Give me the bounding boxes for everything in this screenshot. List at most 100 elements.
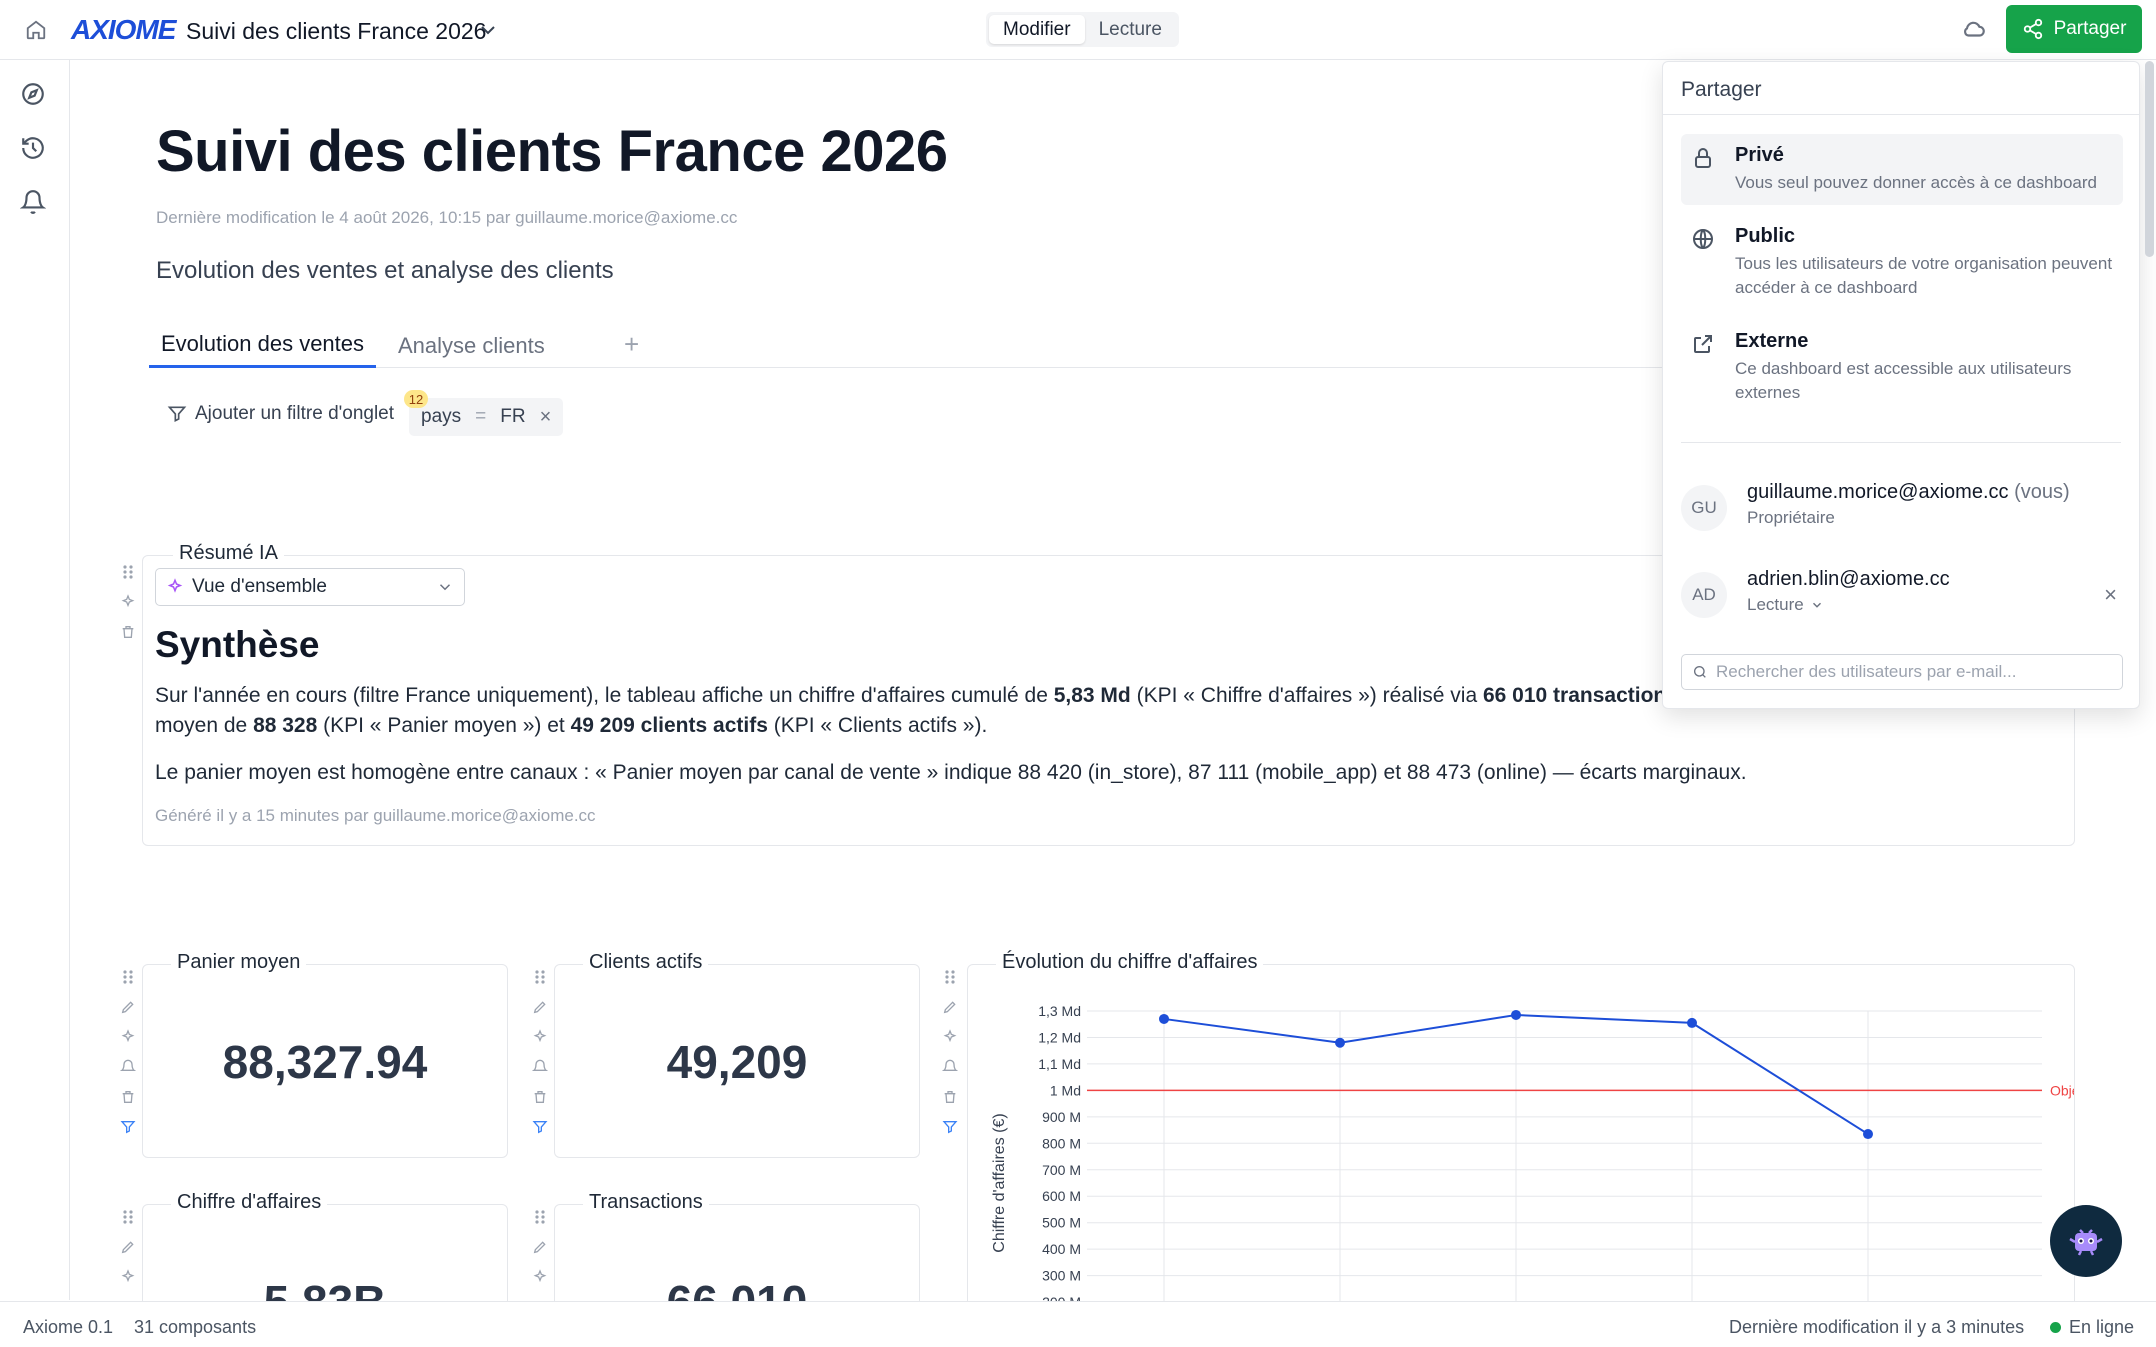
add-tab-filter-button[interactable]: Ajouter un filtre d'onglet (167, 403, 394, 425)
bell-icon[interactable] (119, 1058, 137, 1076)
visibility-option-external[interactable]: Externe Ce dashboard est accessible aux … (1681, 320, 2123, 415)
status-bar: Axiome 0.1 31 composants Dernière modifi… (0, 1301, 2156, 1347)
avatar: GU (1681, 485, 1727, 531)
compass-icon[interactable] (20, 81, 50, 111)
user-role-select[interactable]: Lecture (1747, 595, 1824, 615)
ai-summary-legend: Résumé IA (173, 542, 284, 565)
drag-handle-icon[interactable] (941, 968, 959, 986)
last-modified-status: Dernière modification il y a 3 minutes (1729, 1317, 2025, 1337)
pencil-icon[interactable] (941, 998, 959, 1016)
option-description: Ce dashboard est accessible aux utilisat… (1735, 359, 2072, 402)
chevron-down-icon[interactable] (476, 18, 500, 42)
connection-status: En ligne (2050, 1317, 2134, 1338)
trash-icon[interactable] (941, 1088, 959, 1106)
filter-chip[interactable]: pays = FR × (409, 398, 564, 436)
last-modified-text: Dernière modification le 4 août 2026, 10… (156, 208, 738, 227)
filter-chip-field: pays (421, 406, 462, 427)
add-tab-button[interactable]: + (624, 329, 640, 359)
tab-evolution-ventes[interactable]: Evolution des ventes (149, 323, 377, 368)
kpi-label: Clients actifs (583, 951, 709, 974)
chart-toolbar (936, 968, 964, 1136)
kpi-value: 88,327.94 (222, 1036, 428, 1088)
tab-analyse-clients[interactable]: Analyse clients (398, 332, 545, 358)
y-tick-label: 1,2 Md (1038, 1029, 1081, 1045)
filter-icon[interactable] (531, 1118, 549, 1136)
ai-summary-heading: Synthèse (155, 624, 320, 665)
history-icon[interactable] (20, 135, 50, 165)
pencil-icon[interactable] (119, 998, 137, 1016)
bell-icon[interactable] (20, 189, 50, 219)
data-point (1159, 1013, 1169, 1024)
visibility-option-private[interactable]: Privé Vous seul pouvez donner accès à ce… (1681, 134, 2123, 205)
chevron-down-icon (1810, 598, 1824, 612)
top-bar: AXIOME Suivi des clients France 2026 Mod… (0, 0, 2156, 60)
cloud-sync-icon[interactable] (1961, 16, 1991, 44)
filter-chip-operator: = (475, 406, 487, 427)
tab-bar: Evolution des ventes Analyse clients + (149, 323, 1739, 368)
filter-icon[interactable] (941, 1118, 959, 1136)
sparkles-icon[interactable] (119, 593, 137, 611)
pencil-icon[interactable] (119, 1238, 137, 1256)
mode-edit-button[interactable]: Modifier (989, 15, 1085, 44)
user-role: Propriétaire (1747, 508, 1835, 527)
data-point (1335, 1037, 1345, 1048)
home-icon[interactable] (22, 16, 50, 44)
kpi-value: 5.83B (143, 1275, 507, 1301)
ai-view-value: Vue d'ensemble (192, 576, 327, 597)
share-panel: Partager Privé Vous seul pouvez donner a… (1662, 61, 2140, 709)
avatar: AD (1681, 572, 1727, 618)
ai-card-toolbar (114, 563, 142, 641)
sparkles-icon[interactable] (941, 1028, 959, 1046)
y-tick-label: 300 M (1042, 1268, 1081, 1284)
objective-label: Objectif (2050, 1082, 2074, 1098)
ai-summary-paragraph-2: Le panier moyen est homogène entre canau… (155, 761, 1747, 784)
share-icon (2022, 18, 2044, 40)
remove-user-icon[interactable]: × (2104, 582, 2117, 607)
sparkles-icon[interactable] (119, 1268, 137, 1286)
pencil-icon[interactable] (531, 1238, 549, 1256)
drag-handle-icon[interactable] (531, 1208, 549, 1226)
trash-icon[interactable] (531, 1088, 549, 1106)
mode-read-button[interactable]: Lecture (1098, 18, 1162, 40)
dashboard-title-selector[interactable]: Suivi des clients France 2026 (186, 18, 487, 44)
user-search-input[interactable]: Rechercher des utilisateurs par e-mail..… (1681, 654, 2123, 690)
trash-icon[interactable] (119, 1088, 137, 1106)
sparkles-icon[interactable] (531, 1028, 549, 1046)
sparkles-icon[interactable] (119, 1028, 137, 1046)
kpi-transactions-card: Transactions 66,010 (554, 1191, 920, 1301)
assistant-bot-button[interactable] (2050, 1205, 2122, 1277)
y-tick-label: 900 M (1042, 1109, 1081, 1125)
filter-icon[interactable] (119, 1118, 137, 1136)
connection-status-label: En ligne (2069, 1317, 2135, 1337)
logo[interactable]: AXIOME (71, 14, 176, 45)
y-tick-label: 800 M (1042, 1135, 1081, 1151)
pencil-icon[interactable] (531, 998, 549, 1016)
lock-icon (1691, 146, 1717, 172)
scrollbar[interactable] (2145, 61, 2154, 257)
remove-filter-icon[interactable]: × (539, 405, 552, 428)
left-rail (0, 60, 70, 1300)
drag-handle-icon[interactable] (119, 968, 137, 986)
trash-icon[interactable] (119, 623, 137, 641)
visibility-option-public[interactable]: Public Tous les utilisateurs de votre or… (1681, 215, 2123, 310)
ai-view-select[interactable]: Vue d'ensemble (155, 568, 465, 606)
share-button[interactable]: Partager (2006, 5, 2142, 53)
option-label: Externe (1735, 330, 1809, 352)
kpi-clients-card: Clients actifs 49,209 (554, 951, 920, 1158)
bell-icon[interactable] (531, 1058, 549, 1076)
sparkles-icon (166, 578, 184, 596)
sparkles-icon[interactable] (531, 1268, 549, 1286)
revenue-chart-card: Évolution du chiffre d'affaires 0100 M20… (967, 951, 2075, 1301)
y-tick-label: 500 M (1042, 1215, 1081, 1231)
kpi-transactions-toolbar (526, 1208, 554, 1286)
kpi-ca-card: Chiffre d'affaires 5.83B (142, 1191, 508, 1301)
kpi-value: 49,209 (666, 1036, 808, 1088)
y-tick-label: 600 M (1042, 1188, 1081, 1204)
kpi-panier-toolbar (114, 968, 142, 1136)
drag-handle-icon[interactable] (119, 563, 137, 581)
drag-handle-icon[interactable] (119, 1208, 137, 1226)
bell-icon[interactable] (941, 1058, 959, 1076)
ai-summary-footer: Généré il y a 15 minutes par guillaume.m… (155, 806, 596, 825)
y-tick-label: 200 M (1042, 1294, 1081, 1301)
drag-handle-icon[interactable] (531, 968, 549, 986)
